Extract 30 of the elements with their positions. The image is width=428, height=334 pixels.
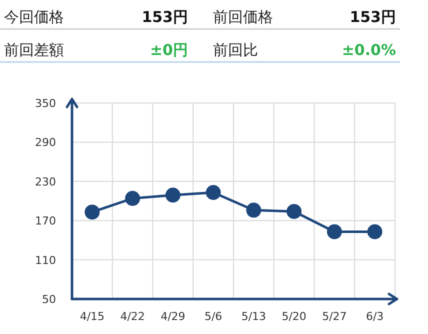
text: 前回価格: [213, 8, 273, 26]
y-tick-label: 110: [35, 254, 56, 267]
y-tick-label: 230: [35, 175, 56, 188]
y-tick-label: 50: [42, 293, 56, 306]
x-tick-label: 5/13: [241, 310, 266, 323]
text: 前回差額: [4, 41, 64, 59]
point: [286, 204, 302, 219]
point: [206, 185, 221, 200]
y-tick-label: 170: [35, 214, 56, 228]
point: [84, 204, 100, 220]
text: 今回価格: [4, 8, 64, 26]
x-tick-label: 4/29: [160, 310, 186, 323]
y-tick-label: 350: [35, 97, 56, 110]
text: 153円: [350, 8, 396, 26]
text: ±0円: [150, 41, 188, 59]
x-tick-label: 4/15: [80, 310, 105, 323]
point: [165, 188, 180, 203]
text: ±0.0%: [342, 41, 396, 59]
x-tick-label: 5/27: [322, 310, 347, 323]
x-tick-label: 5/6: [204, 310, 222, 323]
x-tick-label: 6/3: [366, 310, 384, 323]
y-tick-label: 290: [35, 136, 56, 150]
x-tick-label: 4/22: [120, 310, 145, 323]
text: 前回比: [213, 41, 258, 59]
x-tick-label: 5/20: [282, 310, 306, 323]
point: [326, 224, 342, 240]
point: [125, 190, 140, 206]
point: [367, 224, 382, 240]
text: 153円: [142, 8, 188, 26]
point: [246, 202, 262, 218]
